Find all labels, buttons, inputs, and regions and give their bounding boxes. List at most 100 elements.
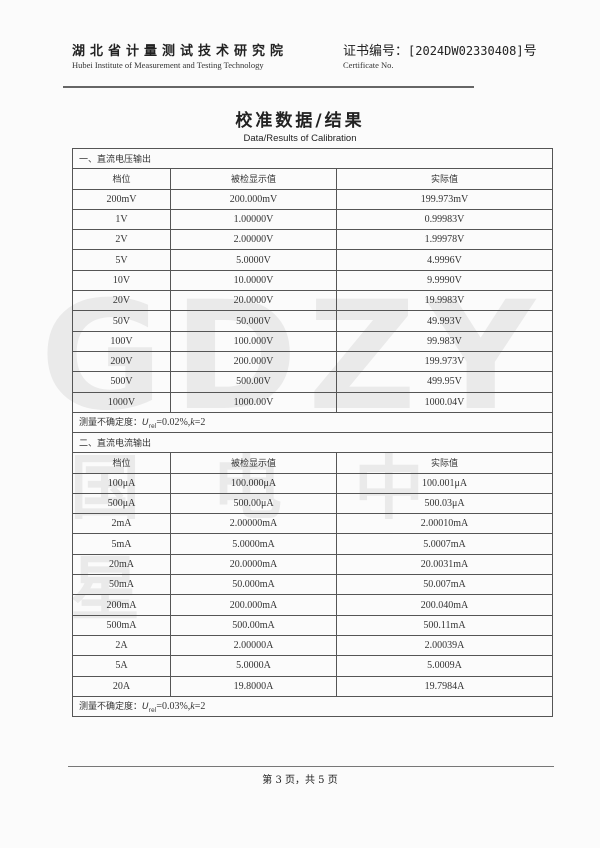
table-row: 500mA 500.00mA 500.11mA	[72, 614, 553, 636]
displayed-value-cell: 500.00μA	[170, 492, 337, 515]
range-cell: 200mV	[72, 188, 171, 210]
displayed-value-cell: 5.0000V	[170, 249, 337, 271]
table-row: 100V 100.000V 99.983V	[72, 330, 553, 352]
actual-value-cell: 100.001μA	[336, 472, 553, 494]
column-header: 档位	[72, 452, 171, 474]
actual-value-cell: 2.00010mA	[336, 513, 553, 535]
table-row: 20A 19.8000A 19.7984A	[72, 675, 553, 697]
range-cell: 5mA	[72, 533, 171, 555]
displayed-value-cell: 50.000V	[170, 310, 337, 332]
actual-value-cell: 99.983V	[336, 330, 553, 352]
range-cell: 20A	[72, 675, 171, 697]
dc-current-table: 二、直流电流输出 档位 被检显示值 实际值 100μA 100.000μA 100.001μ…	[72, 431, 553, 718]
org-name-en: Hubei Institute of Measurement and Testi…	[72, 60, 264, 70]
column-header: 实际值	[336, 452, 553, 474]
cert-label-en: Certificate No.	[343, 60, 394, 70]
uncertainty: 测量不确定度：Urel=0.03%,k=2	[72, 695, 553, 718]
column-header: 实际值	[336, 168, 553, 190]
range-cell: 200V	[72, 350, 171, 373]
certificate-number: 证书编号：[2024DW02330408]号	[343, 40, 537, 59]
table-row: 2mA 2.00000mA 2.00010mA	[72, 513, 553, 535]
column-header-row: 档位 被检显示值 实际值	[72, 168, 553, 190]
uncertainty-row: 测量不确定度：Urel=0.02%,k=2	[72, 411, 553, 434]
displayed-value-cell: 200.000V	[170, 350, 337, 373]
table-row: 200V 200.000V 199.973V	[72, 350, 553, 373]
range-cell: 1000V	[72, 391, 171, 413]
table-row: 200mV 200.000mV 199.973mV	[72, 188, 553, 210]
range-cell: 200mA	[72, 594, 171, 616]
table-row: 50mA 50.000mA 50.007mA	[72, 574, 553, 596]
displayed-value-cell: 500.00mA	[170, 614, 337, 636]
displayed-value-cell: 1000.00V	[170, 391, 337, 413]
displayed-value-cell: 200.000mA	[170, 594, 337, 616]
uncertainty-label: 测量不确定度：	[79, 418, 143, 429]
actual-value-cell: 49.993V	[336, 310, 553, 332]
range-cell: 1V	[72, 208, 171, 231]
table-row: 20mA 20.0000mA 20.0031mA	[72, 553, 553, 576]
table-row: 2A 2.00000A 2.00039A	[72, 634, 553, 657]
table-row: 500μA 500.00μA 500.03μA	[72, 492, 553, 515]
section-heading: 二、直流电流输出	[72, 431, 553, 454]
range-cell: 2A	[72, 634, 171, 657]
displayed-value-cell: 20.0000mA	[170, 553, 337, 576]
actual-value-cell: 19.9983V	[336, 290, 553, 312]
actual-value-cell: 500.03μA	[336, 492, 553, 515]
range-cell: 2mA	[72, 513, 171, 535]
column-header: 被检显示值	[170, 452, 337, 474]
displayed-value-cell: 50.000mA	[170, 574, 337, 596]
column-header: 被检显示值	[170, 168, 337, 190]
range-cell: 10V	[72, 269, 171, 292]
column-header: 档位	[72, 168, 171, 190]
range-cell: 20mA	[72, 553, 171, 576]
displayed-value-cell: 2.00000A	[170, 634, 337, 657]
displayed-value-cell: 2.00000mA	[170, 513, 337, 535]
table-row: 1V 1.00000V 0.99983V	[72, 208, 553, 231]
uncertainty-value: =0.03%,	[156, 701, 191, 713]
column-header-row: 档位 被检显示值 实际值	[72, 452, 553, 474]
table-row: 500V 500.00V 499.95V	[72, 371, 553, 393]
actual-value-cell: 200.040mA	[336, 594, 553, 616]
table-row: 1000V 1000.00V 1000.04V	[72, 391, 553, 413]
uncertainty-value: =0.02%,	[156, 417, 191, 429]
section-heading: 一、直流电压输出	[72, 147, 553, 170]
displayed-value-cell: 20.0000V	[170, 290, 337, 312]
cert-suffix: 号	[523, 44, 537, 59]
table-row: 100μA 100.000μA 100.001μA	[72, 472, 553, 494]
page-number: 第 3 页，共 5 页	[262, 775, 338, 786]
footer-divider	[68, 766, 554, 767]
uncertainty-row: 测量不确定度：Urel=0.03%,k=2	[72, 695, 553, 718]
actual-value-cell: 199.973mV	[336, 188, 553, 210]
range-cell: 500V	[72, 371, 171, 393]
actual-value-cell: 1000.04V	[336, 391, 553, 413]
table-row: 5V 5.0000V 4.9996V	[72, 249, 553, 271]
displayed-value-cell: 100.000μA	[170, 472, 337, 494]
range-cell: 100μA	[72, 472, 171, 494]
range-cell: 20V	[72, 290, 171, 312]
actual-value-cell: 1.99978V	[336, 229, 553, 251]
uncertainty: 测量不确定度：Urel=0.02%,k=2	[72, 411, 553, 434]
table-row: 5mA 5.0000mA 5.0007mA	[72, 533, 553, 555]
actual-value-cell: 5.0009A	[336, 655, 553, 677]
actual-value-cell: 9.9990V	[336, 269, 553, 292]
range-cell: 50V	[72, 310, 171, 332]
range-cell: 500μA	[72, 492, 171, 515]
actual-value-cell: 19.7984A	[336, 675, 553, 697]
k-symbol: k	[190, 701, 195, 713]
displayed-value-cell: 2.00000V	[170, 229, 337, 251]
displayed-value-cell: 100.000V	[170, 330, 337, 352]
displayed-value-cell: 1.00000V	[170, 208, 337, 231]
k-value: =2	[194, 701, 206, 713]
table-row: 200mA 200.000mA 200.040mA	[72, 594, 553, 616]
range-cell: 50mA	[72, 574, 171, 596]
actual-value-cell: 4.9996V	[336, 249, 553, 271]
dc-voltage-table: 一、直流电压输出 档位 被检显示值 实际值 200mV 200.000mV 199.973m…	[72, 147, 553, 434]
range-cell: 100V	[72, 330, 171, 352]
actual-value-cell: 500.11mA	[336, 614, 553, 636]
page-title: 校准数据/结果	[235, 111, 365, 131]
range-cell: 500mA	[72, 614, 171, 636]
page-subtitle: Data/Results of Calibration	[243, 133, 357, 144]
table-row: 2V 2.00000V 1.99978V	[72, 229, 553, 251]
range-cell: 5A	[72, 655, 171, 677]
displayed-value-cell: 500.00V	[170, 371, 337, 393]
cert-number: [2024DW02330408]	[408, 44, 524, 58]
